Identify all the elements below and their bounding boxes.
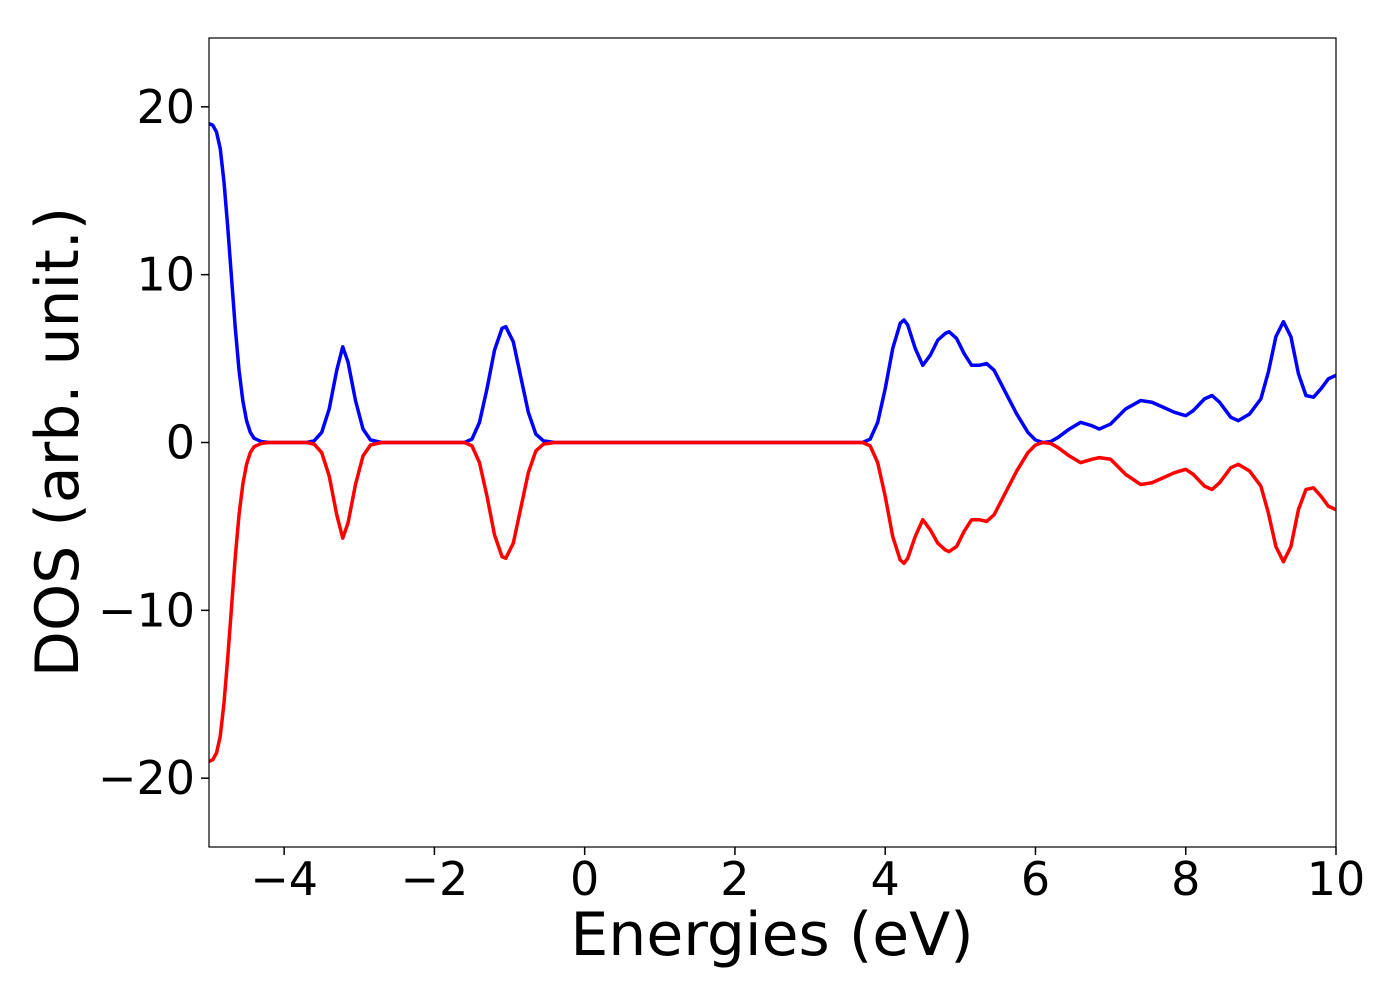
- x-axis-label: Energies (eV): [570, 900, 973, 970]
- x-tick-label: 6: [1021, 852, 1050, 906]
- y-tick-label: 10: [136, 248, 195, 302]
- series-line: [209, 440, 1336, 763]
- x-tick-label: 2: [720, 852, 749, 906]
- x-tick-label: 4: [871, 852, 900, 906]
- x-tick-label: 10: [1307, 852, 1366, 906]
- x-tick-label: 8: [1171, 852, 1200, 906]
- y-tick-label: −10: [98, 583, 195, 637]
- plot-frame: [208, 37, 1337, 848]
- series-line: [209, 122, 1336, 445]
- x-tick-label: −2: [400, 852, 468, 906]
- y-tick-label: 0: [166, 416, 195, 470]
- x-tick-label: 0: [570, 852, 599, 906]
- y-axis-label: DOS (arb. unit.): [23, 207, 93, 677]
- y-tick-label: 20: [136, 80, 195, 134]
- x-tick-label: −4: [250, 852, 318, 906]
- y-tick-label: −20: [98, 751, 195, 805]
